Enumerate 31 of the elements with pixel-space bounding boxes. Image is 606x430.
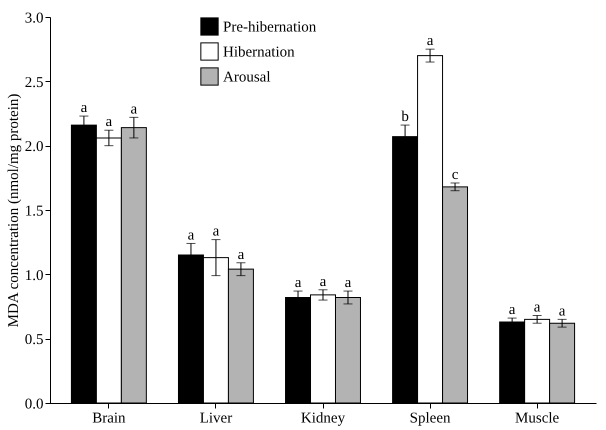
y-axis-title: MDA concentration (nmol/mg protein) — [6, 94, 22, 328]
x-tick-label: Liver — [200, 410, 232, 426]
legend-label: Arousal — [223, 70, 270, 86]
x-tick-label: Brain — [92, 410, 126, 426]
annotation: a — [558, 303, 566, 320]
annotation: a — [294, 275, 302, 292]
annotation: a — [508, 302, 516, 318]
annotation: a — [212, 224, 220, 240]
annotation: c — [452, 166, 459, 183]
x-tick-label: Spleen — [410, 410, 451, 426]
legend-label: Pre-hibernation — [223, 20, 317, 36]
x-tick-label: Muscle — [515, 410, 560, 426]
annotation: a — [320, 274, 327, 290]
annotation: a — [106, 114, 113, 130]
y-tick-label: 0.5 — [24, 332, 44, 348]
y-tick-label: 0.0 — [24, 396, 44, 412]
y-tick-label: 1.0 — [24, 268, 44, 284]
annotation: a — [130, 101, 138, 118]
legend-label: Hibernation — [223, 44, 296, 60]
y-tick-label: 1.5 — [24, 204, 44, 220]
annotation: b — [401, 109, 409, 126]
y-tick-label: 2.0 — [24, 139, 44, 156]
annotation: a — [534, 300, 541, 316]
x-tick-label: Kidney — [300, 410, 346, 426]
y-tick-label: 2.5 — [24, 74, 44, 91]
annotation: a — [426, 33, 434, 50]
y-tick-label: 3.0 — [24, 10, 44, 26]
annotation: a — [344, 275, 352, 292]
annotation: a — [80, 100, 88, 116]
annotation: a — [238, 246, 245, 263]
annotation: a — [188, 227, 195, 244]
